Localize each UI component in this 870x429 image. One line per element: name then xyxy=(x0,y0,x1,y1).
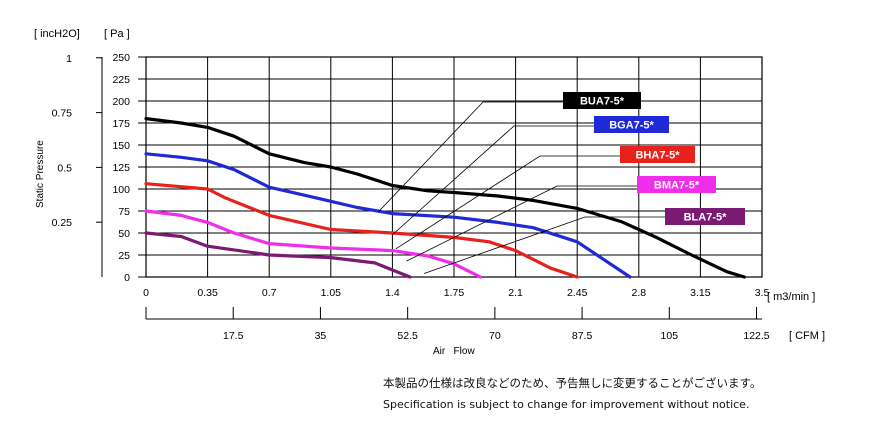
y-tick-label-pa: 0 xyxy=(124,272,130,284)
legend-tags: BUA7-5* BGA7-5* BHA7-5* BMA7-5* BLA7-5* xyxy=(563,92,745,225)
x-tick-label: 1.05 xyxy=(321,287,342,299)
leader-line xyxy=(378,101,563,213)
y-axis-title: Static Pressure xyxy=(35,140,46,208)
leader-line xyxy=(423,216,665,274)
x-tick-label: 2.8 xyxy=(631,287,646,299)
x-tick-label: 0.35 xyxy=(197,287,218,299)
x-tick-label: 2.45 xyxy=(567,287,588,299)
x-unit-cfm: [ CFM ] xyxy=(789,330,825,342)
cfm-tick-label: 122.5 xyxy=(743,330,769,342)
notice-japanese: 本製品の仕様は改良などのため、予告無しに変更することがございます。 xyxy=(383,376,762,390)
x-tick-label: 1.4 xyxy=(385,287,400,299)
legend-tag-label: BUA7-5* xyxy=(580,96,625,108)
x-unit-m3: [ m3/min ] xyxy=(767,291,815,303)
cfm-tick-label: 105 xyxy=(661,330,679,342)
legend-tag-label: BHA7-5* xyxy=(635,150,680,162)
series-line-bma75 xyxy=(144,209,482,279)
y-tick-label-inh2o: 0.25 xyxy=(52,217,73,229)
y-unit-inh2o: [ incH2O] xyxy=(34,28,80,40)
y-tick-label-pa: 200 xyxy=(112,96,130,108)
y-unit-pa: [ Pa ] xyxy=(104,28,130,40)
leader-line xyxy=(406,185,637,262)
legend-tag-box xyxy=(637,176,716,193)
x-tick-label: 2.1 xyxy=(508,287,523,299)
y-tick-label-inh2o: 0.5 xyxy=(57,162,72,174)
legend-tag-label: BMA7-5* xyxy=(654,180,700,192)
x-tick-label: 3.15 xyxy=(690,287,711,299)
x-tick-label: 3.5 xyxy=(755,287,770,299)
series-line-bga75 xyxy=(144,152,632,279)
y-tick-label-inh2o: 1 xyxy=(66,53,72,65)
series-line-bua75 xyxy=(144,116,747,279)
series-line-bha75 xyxy=(144,182,579,279)
y-tick-label-inh2o: 0.75 xyxy=(52,108,73,120)
y-tick-label-pa: 225 xyxy=(112,74,130,86)
y-tick-label-pa: 175 xyxy=(112,118,130,130)
cfm-tick-label: 87.5 xyxy=(572,330,593,342)
x-axis-title: Air Flow xyxy=(433,346,475,357)
y-tick-label-pa: 150 xyxy=(112,140,130,152)
cfm-tick-label: 52.5 xyxy=(397,330,418,342)
leader-lines xyxy=(378,101,665,274)
series-line-bla75 xyxy=(144,231,412,279)
leader-line xyxy=(395,155,620,250)
y-tick-label-pa: 100 xyxy=(112,184,130,196)
y-tick-label-pa: 125 xyxy=(112,162,130,174)
y-tick-label-pa: 50 xyxy=(118,228,130,240)
leader-line xyxy=(392,125,594,236)
x-tick-label: 0.7 xyxy=(262,287,277,299)
legend-tag-box xyxy=(620,146,695,163)
legend-tag-box xyxy=(665,208,745,225)
axes: 0 0.35 0.7 1.05 1.4 1.75 2.1 2.45 2.8 3.15 3.5 0 25 5… xyxy=(52,52,770,342)
cfm-tick-label: 17.5 xyxy=(223,330,244,342)
notice-english: Specification is subject to change for i… xyxy=(383,398,750,411)
x-tick-label: 0 xyxy=(143,287,149,299)
y-tick-label-pa: 75 xyxy=(118,206,130,218)
legend-tag-label: BGA7-5* xyxy=(609,120,654,132)
series-layer xyxy=(144,116,747,279)
axis-labels: [ incH2O] [ Pa ] Static Pressure [ m3/mi… xyxy=(34,28,825,357)
static-pressure-chart: 0 0.35 0.7 1.05 1.4 1.75 2.1 2.45 2.8 3.15 3.5 0 25 5… xyxy=(34,28,825,357)
y-tick-label-pa: 25 xyxy=(118,250,130,262)
y-tick-label-pa: 250 xyxy=(112,52,130,64)
x-tick-label: 1.75 xyxy=(444,287,465,299)
legend-tag-box xyxy=(594,116,669,133)
cfm-tick-label: 70 xyxy=(489,330,501,342)
legend-tag-label: BLA7-5* xyxy=(684,212,728,224)
legend-tag-box xyxy=(563,92,641,109)
cfm-tick-label: 35 xyxy=(315,330,327,342)
